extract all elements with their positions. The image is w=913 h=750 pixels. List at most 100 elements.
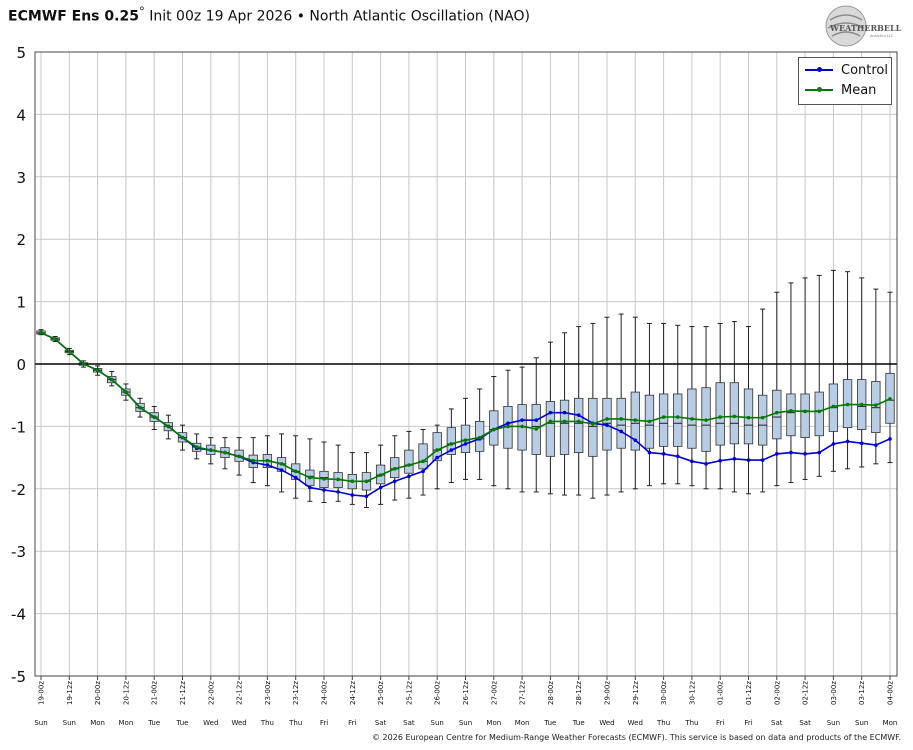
control-point bbox=[831, 442, 836, 446]
mean-point bbox=[364, 479, 369, 484]
box bbox=[432, 432, 442, 462]
mean-point bbox=[279, 462, 284, 466]
x-tick-label: 03-00z bbox=[830, 681, 838, 705]
mean-point bbox=[888, 397, 892, 401]
box bbox=[715, 382, 725, 446]
box bbox=[786, 393, 796, 437]
x-tick-label: 22-00z bbox=[207, 681, 215, 705]
mean-point bbox=[633, 418, 638, 422]
legend: Control Mean bbox=[798, 57, 892, 105]
weatherbell-logo: WEATHERBELL Analytics LLC bbox=[825, 5, 902, 47]
copyright-footer: © 2026 European Centre for Medium-Range … bbox=[372, 733, 901, 742]
control-point bbox=[718, 458, 722, 463]
mean-point bbox=[237, 454, 241, 459]
x-tick-label: 02-12z bbox=[802, 681, 810, 705]
mean-point bbox=[690, 417, 694, 421]
x-tick-label: 30-00z bbox=[660, 681, 668, 705]
mean-point bbox=[67, 349, 72, 354]
control-point bbox=[859, 441, 864, 446]
header-bullet: • bbox=[296, 8, 305, 25]
y-axis-ticks: 5 4 3 2 1 0 -1 -2 -3 -4 -5 bbox=[11, 44, 26, 686]
control-point bbox=[675, 454, 680, 459]
control-point bbox=[619, 429, 623, 434]
chart-header: ECMWF Ens 0.25° Init 00z 19 Apr 2026 • N… bbox=[8, 4, 530, 25]
control-point bbox=[647, 450, 652, 455]
x-day-label: Sun bbox=[827, 719, 840, 727]
mean-point bbox=[831, 404, 836, 409]
control-point bbox=[506, 421, 510, 426]
legend-item-mean: Mean bbox=[805, 81, 876, 99]
control-point bbox=[775, 452, 779, 456]
mean-point bbox=[619, 417, 623, 421]
mean-point bbox=[548, 419, 553, 424]
box bbox=[758, 394, 768, 446]
control-point bbox=[605, 423, 609, 427]
mean-point bbox=[392, 467, 397, 471]
box bbox=[574, 397, 584, 454]
control-point bbox=[661, 452, 666, 456]
legend-swatch-mean bbox=[805, 87, 833, 92]
control-point bbox=[392, 479, 397, 484]
mean-point bbox=[746, 415, 751, 420]
mean-point bbox=[39, 331, 43, 335]
control-point bbox=[322, 488, 326, 492]
control-point bbox=[874, 443, 878, 447]
control-point bbox=[308, 485, 312, 490]
control-point bbox=[789, 450, 793, 455]
x-day-label: Thu bbox=[288, 719, 302, 727]
mean-point bbox=[322, 477, 326, 481]
control-point bbox=[449, 448, 454, 452]
x-tick-label: 19-12z bbox=[66, 681, 74, 705]
x-tick-label: 24-12z bbox=[349, 681, 357, 705]
mean-point bbox=[591, 422, 595, 426]
x-tick-label: 24-00z bbox=[321, 681, 329, 705]
mean-point bbox=[477, 435, 482, 440]
mean-point bbox=[109, 377, 114, 382]
x-tick-label: 26-12z bbox=[462, 681, 470, 705]
y-tick-label: 4 bbox=[16, 106, 26, 124]
mean-point bbox=[166, 424, 171, 429]
y-tick-label: 3 bbox=[16, 169, 26, 187]
x-day-label: Mon bbox=[883, 719, 898, 727]
x-tick-label: 30-12z bbox=[688, 681, 696, 705]
mean-point bbox=[378, 473, 383, 477]
mean-point bbox=[180, 435, 185, 440]
control-point bbox=[421, 469, 425, 474]
mean-point bbox=[435, 448, 440, 452]
x-tick-label: 29-00z bbox=[604, 681, 612, 705]
mean-point bbox=[647, 419, 652, 424]
control-point bbox=[562, 410, 567, 415]
x-day-label: Thu bbox=[260, 719, 274, 727]
x-day-label: Wed bbox=[628, 719, 643, 727]
x-tick-label: 23-00z bbox=[264, 681, 272, 705]
control-point bbox=[293, 475, 298, 480]
box bbox=[545, 401, 556, 457]
y-tick-label: -2 bbox=[11, 481, 26, 499]
mean-point bbox=[124, 390, 128, 394]
mean-point bbox=[576, 419, 581, 424]
mean-point bbox=[661, 415, 666, 419]
x-day-label: Fri bbox=[320, 719, 328, 727]
box bbox=[729, 382, 739, 445]
y-tick-label: 1 bbox=[16, 294, 26, 312]
box bbox=[446, 427, 457, 455]
control-point bbox=[803, 452, 807, 456]
x-tick-label: 25-00z bbox=[377, 681, 385, 705]
globe-swirl-icon bbox=[827, 14, 865, 37]
mean-point bbox=[704, 418, 708, 422]
x-day-label: Fri bbox=[716, 719, 724, 727]
mean-point bbox=[874, 403, 878, 407]
legend-label-control: Control bbox=[841, 62, 888, 78]
x-day-label: Wed bbox=[203, 719, 218, 727]
x-day-label: Tue bbox=[176, 719, 189, 727]
mean-point bbox=[152, 415, 156, 419]
box bbox=[588, 397, 598, 457]
box bbox=[658, 393, 669, 447]
control-point bbox=[378, 485, 383, 490]
whiskers-layer bbox=[38, 269, 893, 509]
control-point bbox=[350, 493, 355, 497]
control-point bbox=[817, 450, 822, 455]
x-tick-label: 20-00z bbox=[94, 681, 102, 705]
control-point bbox=[888, 437, 892, 441]
x-day-label: Mon bbox=[119, 719, 134, 727]
